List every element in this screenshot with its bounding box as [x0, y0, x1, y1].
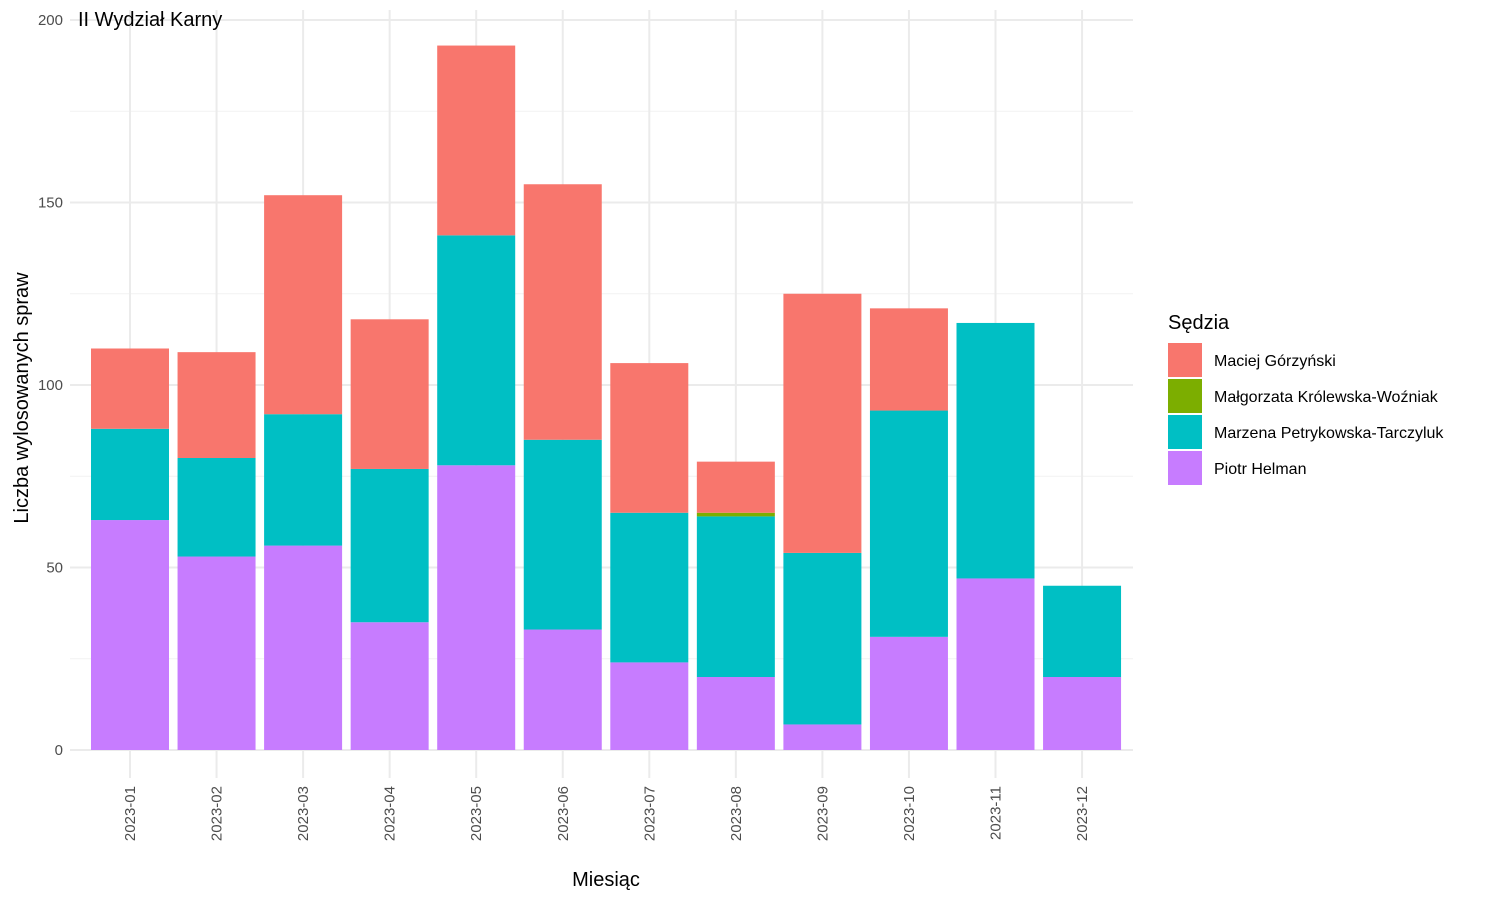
- bar-segment: [177, 556, 256, 750]
- x-tick-label: 2023-11: [988, 786, 1005, 840]
- y-tick-label: 100: [38, 377, 63, 394]
- x-tick-label: 2023-07: [641, 786, 658, 841]
- bar-segment: [91, 428, 169, 521]
- legend-swatch: [1168, 343, 1202, 377]
- bar-segment: [177, 352, 256, 458]
- bar-segment: [264, 414, 343, 546]
- y-tick-label: 200: [38, 12, 63, 29]
- y-tick-label: 0: [55, 742, 63, 759]
- legend-label: Marzena Petrykowska-Tarczyluk: [1214, 425, 1444, 442]
- legend-label: Piotr Helman: [1214, 461, 1306, 478]
- legend-title: Sędzia: [1168, 312, 1230, 334]
- bar-segment: [523, 439, 602, 630]
- legend-swatch: [1168, 415, 1202, 449]
- bar-segment: [783, 724, 862, 750]
- bar-segment: [177, 458, 256, 557]
- bars: [91, 45, 1122, 750]
- legend-swatch: [1168, 379, 1202, 413]
- y-axis-title: Liczba wylosowanych spraw: [11, 272, 33, 524]
- bar-segment: [91, 520, 169, 750]
- legend-swatch: [1168, 451, 1202, 485]
- bar-segment: [783, 552, 862, 725]
- bar-segment: [956, 578, 1035, 750]
- x-axis-ticks: 2023-01 2023-02 2023-03 2023-04 2023-05 2023-…: [122, 786, 1091, 841]
- x-axis-title: Miesiąc: [572, 869, 640, 891]
- bar-segment: [696, 512, 775, 517]
- legend-label: Małgorzata Królewska-Woźniak: [1214, 389, 1439, 406]
- bar-segment: [350, 622, 429, 750]
- y-axis-ticks: 0 50 100 150 200: [38, 12, 63, 759]
- x-tick-label: 2023-04: [382, 786, 399, 841]
- bar-segment: [869, 410, 948, 637]
- bar-segment: [610, 662, 689, 750]
- x-tick-label: 2023-12: [1074, 786, 1091, 841]
- bar-segment: [696, 461, 775, 513]
- legend: Sędzia Maciej Górzyński Małgorzata Królew…: [1168, 312, 1444, 485]
- bar-segment: [437, 45, 516, 236]
- bar-segment: [523, 184, 602, 440]
- x-tick-label: 2023-09: [814, 786, 831, 841]
- bar-segment: [523, 629, 602, 750]
- bar-segment: [91, 348, 169, 429]
- bar-segment: [783, 293, 862, 553]
- bar-segment: [264, 195, 343, 415]
- x-tick-label: 2023-03: [295, 786, 312, 841]
- x-tick-label: 2023-05: [468, 786, 485, 841]
- x-tick-label: 2023-08: [728, 786, 745, 841]
- bar-segment: [610, 512, 689, 663]
- chart-title: II Wydział Karny: [78, 9, 222, 31]
- legend-label: Maciej Górzyński: [1214, 353, 1336, 370]
- x-tick-label: 2023-06: [555, 786, 572, 841]
- bar-segment: [350, 468, 429, 623]
- bar-segment: [869, 308, 948, 411]
- bar-segment: [696, 677, 775, 750]
- y-tick-label: 150: [38, 195, 63, 212]
- bar-segment: [869, 636, 948, 750]
- bar-segment: [956, 322, 1035, 579]
- y-tick-label: 50: [46, 560, 63, 577]
- bar-segment: [1043, 677, 1122, 750]
- bar-segment: [264, 545, 343, 750]
- bar-segment: [1043, 585, 1122, 677]
- x-tick-label: 2023-02: [209, 786, 226, 841]
- x-tick-label: 2023-10: [901, 786, 918, 841]
- bar-segment: [610, 363, 689, 513]
- bar-segment: [437, 465, 516, 750]
- x-tick-label: 2023-01: [122, 786, 139, 841]
- bar-segment: [437, 235, 516, 466]
- bar-segment: [350, 319, 429, 469]
- bar-segment: [696, 516, 775, 677]
